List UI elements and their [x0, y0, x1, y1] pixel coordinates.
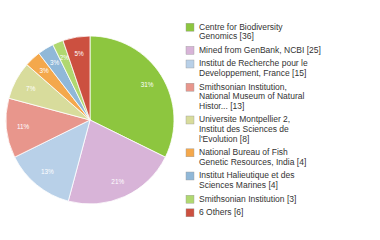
data-label: 3% [39, 67, 49, 74]
legend-label: Universite Montpellier 2,Institut des Sc… [199, 114, 290, 143]
data-label: 3% [50, 59, 60, 66]
legend-label: 6 Others [6] [199, 207, 243, 217]
data-label: 2% [60, 54, 70, 61]
legend-label: Centre for BiodiversityGenomics [36] [199, 22, 283, 42]
legend-label-line: Universite Montpellier 2, [199, 114, 290, 124]
legend-label-line: Smithsonian Institution, [199, 82, 287, 92]
legend-label-line: Centre for Biodiversity [199, 22, 283, 32]
pie [6, 36, 174, 204]
legend-item: Smithsonian Institution,National Museum … [186, 82, 304, 111]
legend-label-line: Smithsonian Institution [3] [199, 194, 296, 204]
legend-item: Institut de Recherche pour leDeveloppeme… [186, 58, 308, 78]
legend-label: Institut de Recherche pour leDeveloppeme… [199, 58, 308, 78]
legend-label: Smithsonian Institution [3] [199, 194, 296, 204]
legend-label: Smithsonian Institution,National Museum … [199, 82, 304, 111]
data-label: 11% [17, 123, 30, 130]
legend-swatch [186, 60, 194, 68]
pie-slice [63, 36, 90, 120]
legend-label-line: Genomics [36] [199, 31, 254, 41]
legend-item: National Bureau of FishGenetic Resources… [186, 147, 306, 167]
legend-item: Mined from GenBank, NCBI [25] [186, 45, 321, 55]
legend-swatch [186, 195, 194, 203]
legend-label-line: Histor... [13] [199, 101, 244, 111]
legend-label: Mined from GenBank, NCBI [25] [199, 45, 321, 55]
legend-label: Institut Halieutique et desSciences Mari… [199, 170, 294, 190]
legend-label: National Bureau of FishGenetic Resources… [199, 147, 306, 167]
legend-swatch [186, 116, 194, 124]
legend-swatch [186, 209, 194, 217]
legend-label-line: 6 Others [6] [199, 207, 243, 217]
data-label: 13% [41, 168, 54, 175]
legend-swatch [186, 46, 194, 54]
data-label: 7% [26, 85, 36, 92]
legend-label-line: National Museum of Natural [199, 91, 304, 101]
legend-item: Universite Montpellier 2,Institut des Sc… [186, 114, 290, 143]
legend-swatch [186, 149, 194, 157]
chart-svg: 31%21%13%11%7%3%3%2%5%Centre for Biodive… [0, 0, 380, 240]
data-label: 31% [141, 81, 154, 88]
legend-label-line: Mined from GenBank, NCBI [25] [199, 45, 321, 55]
legend-label-line: Developpement, France [15] [199, 68, 306, 78]
pie-labels: 31%21%13%11%7%3%3%2%5% [17, 50, 154, 185]
data-label: 21% [111, 178, 124, 185]
legend-swatch [186, 83, 194, 91]
legend-swatch [186, 172, 194, 180]
chart-container: 31%21%13%11%7%3%3%2%5%Centre for Biodive… [0, 0, 380, 240]
data-label: 5% [74, 50, 84, 57]
legend-label-line: National Bureau of Fish [199, 147, 288, 157]
legend-item: 6 Others [6] [186, 207, 243, 217]
legend-item: Institut Halieutique et desSciences Mari… [186, 170, 294, 190]
legend-label-line: Sciences Marines [4] [199, 180, 278, 190]
legend: Centre for BiodiversityGenomics [36] Mine… [186, 22, 321, 218]
legend-label-line: Institut des Sciences de [199, 124, 289, 134]
legend-item: Centre for BiodiversityGenomics [36] [186, 22, 283, 42]
legend-label-line: Genetic Resources, India [4] [199, 157, 306, 167]
legend-label-line: Institut Halieutique et des [199, 170, 294, 180]
legend-item: Smithsonian Institution [3] [186, 194, 296, 204]
legend-label-line: Institut de Recherche pour le [199, 58, 308, 68]
legend-label-line: l'Evolution [8] [199, 134, 249, 144]
legend-swatch [186, 23, 194, 31]
